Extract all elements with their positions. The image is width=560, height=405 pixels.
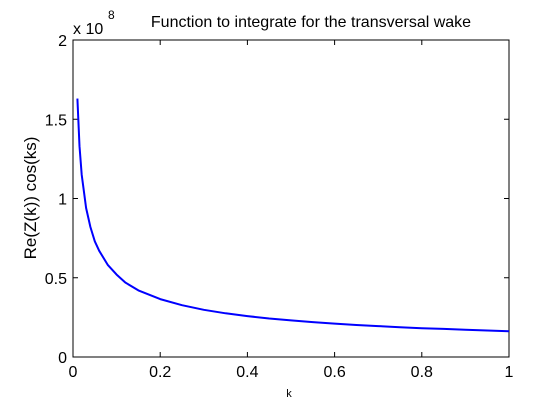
series-layer [76, 98, 510, 333]
y-tick-label: 1.5 [45, 112, 67, 129]
y-axis-exponent-power: 8 [108, 8, 115, 22]
y-tick-label: 0 [58, 350, 67, 367]
x-axis-label: k [286, 388, 292, 400]
x-tick-label: 0 [69, 364, 78, 381]
y-tick-label: 1 [58, 192, 67, 209]
y-axis-ticks: 0 0.5 1 1.5 2 [45, 33, 509, 367]
plot-area [72, 39, 510, 358]
x-tick-label: 0.8 [411, 364, 433, 381]
x-tick-label: 0.4 [236, 364, 258, 381]
y-tick-label: 2 [58, 33, 67, 50]
y-axis-label: Re(Z(k)) cos(ks) [21, 137, 40, 260]
y-tick-label: 0.5 [45, 271, 67, 288]
series-line [76, 98, 510, 333]
y-axis-exponent-base: x 10 [73, 21, 103, 38]
x-tick-label: 1 [505, 364, 514, 381]
chart-title: Function to integrate for the transversa… [151, 14, 471, 31]
x-tick-label: 0.2 [149, 364, 171, 381]
x-tick-label: 0.6 [323, 364, 345, 381]
x-axis-ticks: 0 0.2 0.4 0.6 0.8 1 [69, 40, 514, 381]
